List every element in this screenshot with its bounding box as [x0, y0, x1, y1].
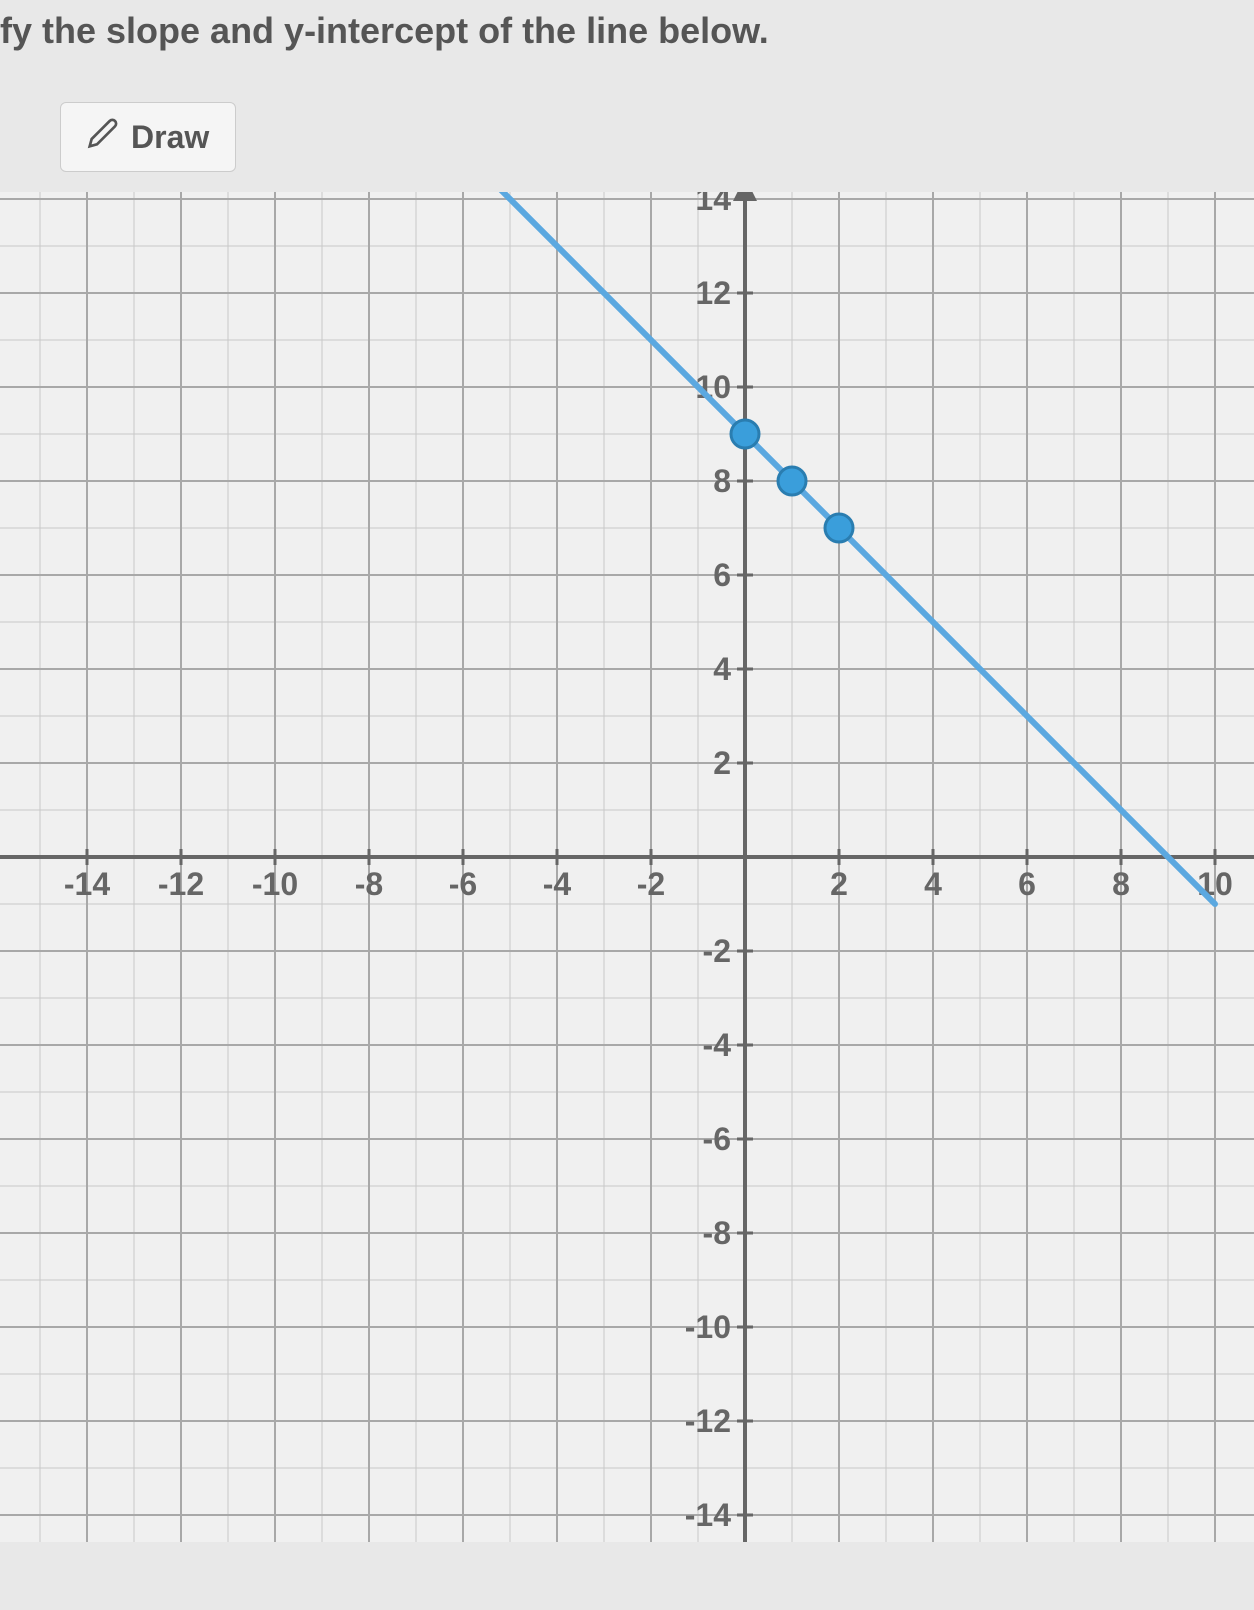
svg-text:-12: -12 — [158, 866, 204, 902]
svg-text:10: 10 — [1197, 866, 1233, 902]
svg-text:-10: -10 — [252, 866, 298, 902]
svg-text:-8: -8 — [355, 866, 383, 902]
svg-text:14: 14 — [695, 192, 731, 217]
svg-text:-14: -14 — [685, 1497, 731, 1533]
graph-area[interactable]: -14 -12 -10 -8 -6 -4 -2 2 4 6 8 10 -14 -12 -10 -8 -6 -4 -2… — [0, 192, 1254, 1542]
svg-text:2: 2 — [830, 866, 848, 902]
svg-text:-8: -8 — [703, 1215, 731, 1251]
svg-text:-2: -2 — [703, 933, 731, 969]
svg-text:-4: -4 — [703, 1027, 732, 1063]
coordinate-chart[interactable]: -14 -12 -10 -8 -6 -4 -2 2 4 6 8 10 -14 -12 -10 -8 -6 -4 -2… — [0, 192, 1254, 1542]
svg-text:-6: -6 — [449, 866, 477, 902]
svg-text:4: 4 — [924, 866, 942, 902]
svg-text:2: 2 — [713, 745, 731, 781]
svg-text:12: 12 — [695, 275, 731, 311]
toolbar: Draw — [0, 82, 1254, 192]
pencil-icon — [87, 117, 119, 157]
svg-text:6: 6 — [1018, 866, 1036, 902]
svg-text:-12: -12 — [685, 1403, 731, 1439]
svg-text:-10: -10 — [685, 1309, 731, 1345]
svg-text:8: 8 — [713, 463, 731, 499]
svg-text:-4: -4 — [543, 866, 572, 902]
svg-text:8: 8 — [1112, 866, 1130, 902]
draw-button-label: Draw — [131, 119, 209, 156]
svg-text:-14: -14 — [64, 866, 110, 902]
svg-text:4: 4 — [713, 651, 731, 687]
draw-button[interactable]: Draw — [60, 102, 236, 172]
question-text: fy the slope and y-intercept of the line… — [0, 0, 1254, 82]
svg-text:-6: -6 — [703, 1121, 731, 1157]
svg-text:6: 6 — [713, 557, 731, 593]
svg-text:-2: -2 — [637, 866, 665, 902]
